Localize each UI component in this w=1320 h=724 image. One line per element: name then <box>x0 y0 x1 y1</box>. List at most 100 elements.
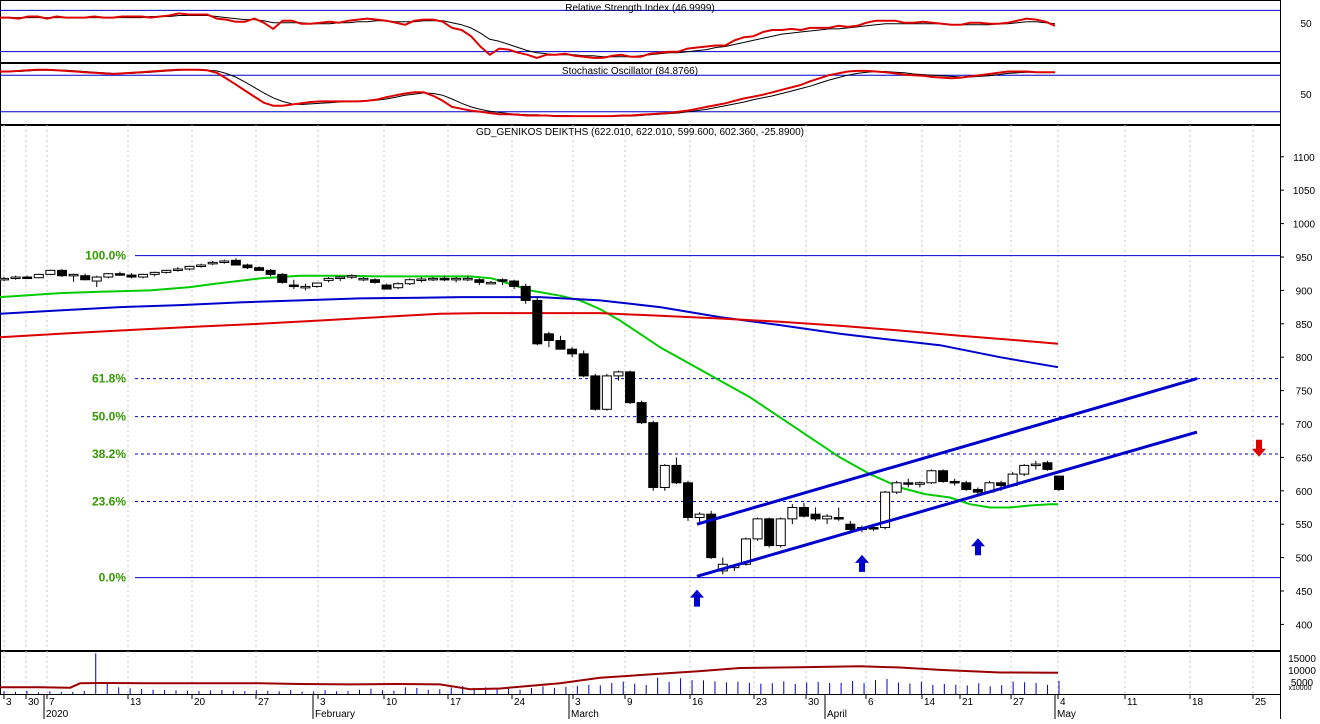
candle-up <box>404 279 415 285</box>
fibonacci-label: 38.2% <box>92 447 126 461</box>
candle-up <box>312 282 323 287</box>
candle-down <box>288 284 299 288</box>
candle-up <box>880 491 891 529</box>
candle-up <box>891 482 902 493</box>
x-tick-label: 16 <box>692 697 704 708</box>
fibonacci-label: 50.0% <box>92 410 126 424</box>
candle-up <box>740 538 751 565</box>
volume-average-line <box>0 665 1059 691</box>
month-label: 2020 <box>46 709 69 719</box>
candle-down <box>80 275 91 281</box>
channel-upper-line <box>696 377 1198 526</box>
candle-down <box>114 273 125 276</box>
candle-down <box>277 273 288 283</box>
x-tick-label: 21 <box>962 697 974 708</box>
x-tick-label: 3 <box>575 697 581 708</box>
x-tick-label: 27 <box>1013 697 1025 708</box>
candle-down <box>22 276 33 280</box>
arrow-up-icon <box>690 589 704 607</box>
candle-down <box>636 402 647 424</box>
price-tick-label: 650 <box>1296 453 1313 464</box>
candle-down <box>996 482 1007 486</box>
candle-down <box>509 280 520 287</box>
price-title: GD_GENIKOS DEIKTHS (622.010, 622.010, 59… <box>476 127 804 138</box>
candle-up <box>613 371 624 377</box>
month-label: May <box>1057 709 1076 719</box>
candle-down <box>532 299 543 345</box>
rsi-series-line <box>0 15 1056 58</box>
candle-up <box>485 281 496 285</box>
candle-up <box>914 482 925 485</box>
candle-down <box>903 482 914 485</box>
x-tick-label: 14 <box>924 697 936 708</box>
candle-down <box>625 371 636 404</box>
candle-up <box>1019 464 1030 475</box>
fibonacci-label: 23.6% <box>92 494 126 508</box>
fibonacci-label: 100.0% <box>85 249 126 263</box>
stochastic-title: Stochastic Oscillator (84.8766) <box>562 66 698 77</box>
price-tick-label: 900 <box>1296 286 1313 297</box>
volume-tick-label: 10000 <box>1288 666 1316 677</box>
candle-up <box>33 273 44 279</box>
candle-up <box>207 261 218 265</box>
moving-average-line <box>0 312 1059 345</box>
fibonacci-label: 0.0% <box>99 571 127 585</box>
candle-up <box>10 276 21 280</box>
candle-up <box>172 268 183 272</box>
channel-lower-line <box>696 430 1198 578</box>
price-tick-label: 700 <box>1296 420 1313 431</box>
volume-tick-label: 5000 <box>1291 678 1314 689</box>
candle-down <box>810 513 821 520</box>
candle-up <box>427 277 438 281</box>
month-label: April <box>827 709 847 719</box>
x-tick-label: 3 <box>6 697 12 708</box>
candle-down <box>242 264 253 269</box>
candle-down <box>961 482 972 490</box>
candle-down <box>833 517 844 520</box>
candle-up <box>196 264 207 268</box>
candle-up <box>346 275 357 278</box>
volume-tick-label: 15000 <box>1288 654 1316 665</box>
candle-down <box>497 279 508 282</box>
moving-average-line <box>0 296 1059 369</box>
candle-up <box>416 278 427 282</box>
candle-up <box>462 277 473 281</box>
x-tick-label: 30 <box>808 697 820 708</box>
arrow-up-icon <box>855 554 869 572</box>
candle-up <box>161 269 172 273</box>
candle-up <box>184 265 195 270</box>
rsi-series-line <box>0 12 1056 59</box>
price-tick-label: 750 <box>1296 387 1313 398</box>
x-tick-label: 9 <box>627 697 633 708</box>
candle-down <box>972 488 983 493</box>
x-tick-label: 10 <box>386 697 398 708</box>
price-tick-label: 950 <box>1296 253 1313 264</box>
x-tick-label: 27 <box>258 697 270 708</box>
x-tick-label: 24 <box>514 697 526 708</box>
candle-up <box>694 513 705 519</box>
x-tick-label: 13 <box>130 697 142 708</box>
candle-up <box>1030 463 1041 467</box>
candle-down <box>369 279 380 283</box>
candle-up <box>659 464 670 488</box>
candle-up <box>393 283 404 289</box>
candle-up <box>926 470 937 484</box>
candle-up <box>451 277 462 281</box>
candle-down <box>590 375 601 410</box>
stochastic-series-line <box>0 69 1055 117</box>
candle-down <box>1054 475 1064 490</box>
arrow-up-icon <box>971 538 985 556</box>
price-tick-label: 500 <box>1296 554 1313 565</box>
candle-up <box>787 507 798 520</box>
candle-down <box>683 482 694 519</box>
rsi-title: Relative Strength Index (46.9999) <box>565 3 715 14</box>
price-tick-label: 400 <box>1296 620 1313 631</box>
stochastic-series-line <box>0 68 1055 118</box>
candle-up <box>752 518 763 540</box>
candle-down <box>474 279 485 283</box>
price-tick-label: 600 <box>1296 487 1313 498</box>
price-tick-label: 550 <box>1296 520 1313 531</box>
candle-up <box>138 273 149 278</box>
candle-down <box>868 527 879 530</box>
